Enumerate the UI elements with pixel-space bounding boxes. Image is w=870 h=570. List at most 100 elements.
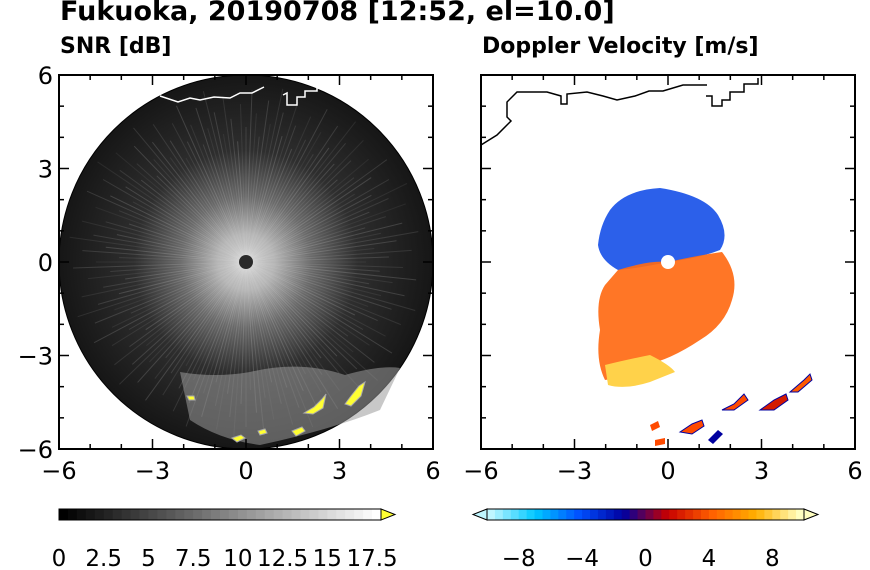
snr-ray — [185, 261, 247, 367]
snr-ray — [245, 139, 307, 263]
velocity-colorbar-segment — [597, 509, 607, 520]
snr-colorbar-label: 5 — [141, 546, 156, 570]
snr-ray — [245, 100, 270, 263]
snr-colorbar — [58, 508, 397, 521]
velocity-colorbar-segment — [621, 509, 631, 520]
velocity-colorbar-segment — [566, 509, 575, 520]
snr-ray — [115, 152, 247, 263]
snr-ray — [93, 234, 247, 263]
snr-colorbar-segment — [202, 509, 212, 520]
snr-ray — [237, 141, 247, 263]
snr-colorbar-label: 7.5 — [175, 546, 212, 570]
velocity-colorbar-segment — [629, 509, 639, 520]
snr-colorbar-segment — [363, 509, 373, 520]
snr-low-echo-region — [180, 366, 400, 445]
snr-ray — [245, 179, 390, 263]
snr-colorbar-segment — [372, 509, 382, 520]
snr-colorbar-segment — [237, 509, 248, 520]
snr-ray — [245, 261, 380, 272]
snr-colorbar-label: 15 — [313, 546, 342, 570]
snr-colorbar-segment — [291, 509, 301, 520]
velocity-colorbar-segment — [788, 509, 797, 520]
snr-ray — [245, 231, 419, 263]
snr-ray — [170, 261, 247, 374]
snr-ray — [152, 124, 247, 263]
snr-ray — [136, 163, 247, 263]
snr-ray — [193, 261, 247, 381]
snr-ray — [245, 125, 297, 263]
snr-ray — [245, 198, 389, 263]
snr-colorbar-segment — [273, 509, 284, 520]
snr-ray — [245, 159, 388, 263]
snr-ray — [245, 261, 416, 311]
snr-ray — [145, 261, 247, 331]
velocity-colorbar-segment — [637, 509, 647, 520]
snr-ray — [245, 227, 366, 263]
snr-ray — [110, 261, 247, 272]
snr-ray — [131, 261, 247, 365]
snr-ray — [102, 179, 247, 263]
snr-ray — [114, 261, 247, 311]
snr-ray — [230, 118, 247, 263]
snr-ray — [245, 140, 364, 263]
velocity-receding-region — [598, 252, 735, 380]
snr-ray — [169, 157, 247, 263]
snr-ray — [97, 261, 247, 305]
snr-ray — [202, 144, 247, 263]
snr-ray — [245, 261, 322, 359]
snr-colorbar-extend-arrow — [380, 508, 397, 521]
snr-colorbar-segment — [211, 509, 221, 520]
snr-ray — [245, 116, 312, 263]
snr-ray — [81, 220, 247, 263]
velocity-colorbar-label: 8 — [765, 546, 780, 570]
velocity-panel-title: Doppler Velocity [m/s] — [482, 34, 759, 59]
snr-ray — [119, 261, 247, 385]
snr-ray — [81, 261, 247, 298]
snr-ray — [202, 91, 247, 263]
snr-ray — [125, 261, 247, 280]
snr-ray — [245, 131, 322, 263]
snr-ray — [156, 175, 247, 263]
snr-panel: −6 −3 0 3 6 6 3 0 −3 −6 — [18, 62, 441, 485]
snr-colorbar-segment — [175, 509, 185, 520]
snr-colorbar-segment — [345, 509, 355, 520]
snr-ray — [175, 105, 247, 263]
velocity-colorbar-segment — [526, 509, 536, 520]
velocity-colorbar-extend-max-arrow — [803, 508, 820, 521]
snr-ray — [95, 206, 247, 263]
snr-colorbar-segment — [300, 509, 310, 520]
velocity-colorbar-segment — [732, 509, 742, 520]
snr-ray — [245, 142, 346, 263]
snr-colorbar-segment — [309, 509, 319, 520]
snr-ray — [110, 195, 247, 263]
snr-colorbar-segment — [193, 509, 203, 520]
snr-radar-site — [239, 255, 253, 269]
snr-colorbar-segment — [246, 509, 257, 520]
snr-ray — [245, 125, 339, 263]
snr-ray — [245, 261, 386, 337]
snr-ray — [87, 261, 247, 280]
snr-ray — [222, 133, 247, 263]
velocity-colorbar-segment — [582, 509, 591, 520]
velocity-colorbar-segment — [764, 509, 773, 520]
velocity-x-tick-label: −6 — [463, 457, 498, 485]
snr-ray — [245, 135, 283, 263]
snr-ray — [245, 183, 408, 263]
snr-y-tick-labels: 6 3 0 −3 −6 — [18, 62, 53, 464]
velocity-x-tick-label: 6 — [847, 457, 862, 485]
velocity-x-tick-label: 0 — [660, 457, 675, 485]
snr-x-tick-label: 3 — [332, 457, 347, 485]
snr-colorbar-labels: 0 2.5 5 7.5 10 12.5 15 17.5 — [52, 546, 398, 570]
snr-ray — [245, 193, 355, 263]
snr-colorbar-segment — [264, 509, 275, 520]
snr-colorbar-frame — [58, 508, 382, 521]
velocity-colorbar-segment — [780, 509, 789, 520]
snr-x-tick-label: −3 — [135, 457, 170, 485]
snr-y-tick-label: 0 — [38, 249, 53, 277]
snr-ray — [125, 186, 247, 263]
snr-ray — [152, 141, 247, 263]
snr-ray — [245, 261, 364, 330]
snr-colorbar-segment — [282, 509, 293, 520]
snr-ray — [245, 261, 288, 388]
snr-ray — [245, 261, 378, 381]
